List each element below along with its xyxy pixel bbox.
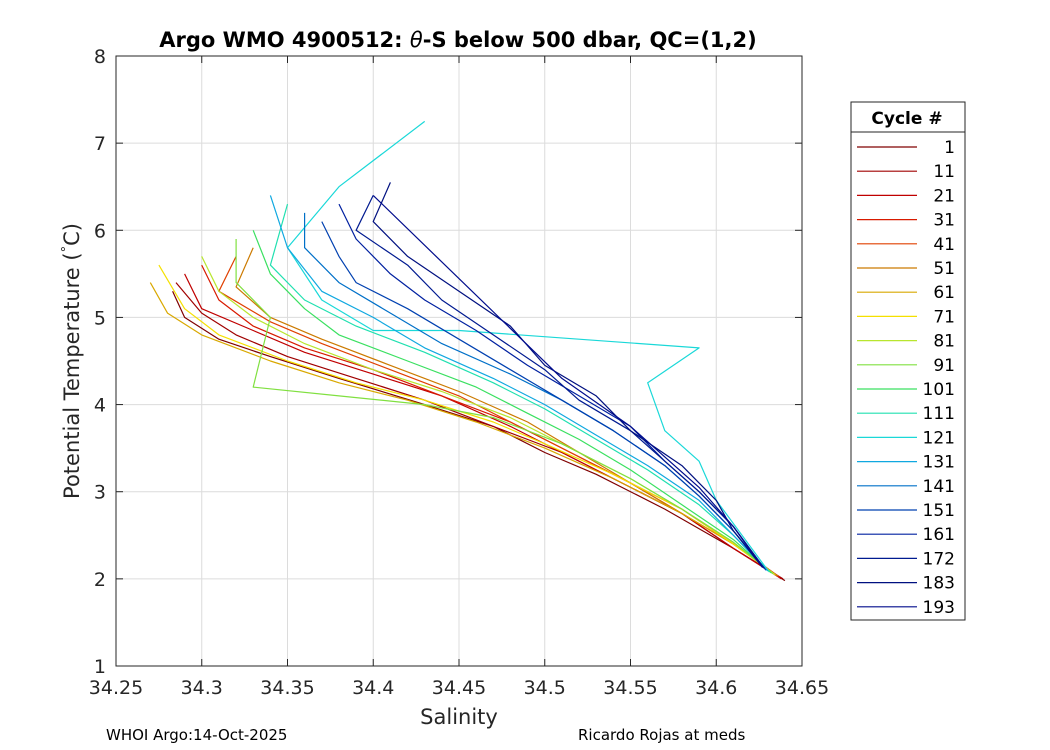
legend-label: 1 xyxy=(944,138,955,158)
axis-ticks: 34.25 34.3 34.35 34.4 34.45 34.5 34.55 34.6 34.6… xyxy=(89,46,829,699)
x-tick-label: 34.3 xyxy=(181,677,223,699)
legend-label: 41 xyxy=(933,235,955,255)
legend-label: 121 xyxy=(923,428,955,448)
series-line-cycle-151 xyxy=(321,221,767,571)
series-line-cycle-91 xyxy=(235,239,774,575)
legend-label: 101 xyxy=(923,380,955,400)
footer-source: WHOI Argo:14-Oct-2025 xyxy=(106,726,288,744)
series-line-cycle-183 xyxy=(372,182,764,568)
legend-label: 151 xyxy=(923,501,955,521)
y-tick-label: 8 xyxy=(94,46,106,68)
x-tick-label: 34.35 xyxy=(260,677,314,699)
legend-label: 91 xyxy=(933,356,955,376)
legend-label: 81 xyxy=(933,332,955,352)
legend: Cycle # 11121314151617181911011111211311… xyxy=(850,101,966,621)
x-tick-label: 34.5 xyxy=(524,677,566,699)
legend-label: 183 xyxy=(923,574,955,594)
y-tick-label: 1 xyxy=(94,656,106,678)
chart-title-suffix: -S below 500 dbar, QC=(1,2) xyxy=(423,28,757,52)
x-tick-label: 34.25 xyxy=(89,677,143,699)
series-line-cycle-121 xyxy=(286,120,769,571)
legend-label: 141 xyxy=(923,477,955,497)
legend-label: 51 xyxy=(933,259,955,279)
series-line-cycle-131 xyxy=(269,195,769,572)
legend-label: 131 xyxy=(923,453,955,473)
y-tick-label: 4 xyxy=(94,395,106,417)
legend-label: 11 xyxy=(933,162,955,182)
y-tick-label: 6 xyxy=(94,220,106,242)
y-tick-label: 2 xyxy=(94,569,106,591)
series-line-cycle-193 xyxy=(372,194,764,568)
legend-entries: 1112131415161718191101111121131141151161… xyxy=(857,138,955,618)
series-line-cycle-61 xyxy=(149,282,777,576)
chart-title: Argo WMO 4900512: θ-S below 500 dbar, QC… xyxy=(159,28,756,52)
chart-title-prefix: Argo WMO 4900512: xyxy=(159,28,410,52)
grid-lines xyxy=(116,56,802,666)
y-tick-label: 5 xyxy=(94,307,106,329)
y-tick-label: 7 xyxy=(94,133,106,155)
y-tick-label: 3 xyxy=(94,482,106,504)
legend-label: 193 xyxy=(923,598,955,618)
x-axis-label: Salinity xyxy=(420,705,498,729)
legend-label: 31 xyxy=(933,211,955,231)
x-tick-label: 34.6 xyxy=(695,677,737,699)
y-axis-label-suffix: C) xyxy=(60,223,84,246)
series-line-cycle-111 xyxy=(269,203,770,573)
series-line-cycle-1 xyxy=(172,291,786,582)
series-line-cycle-101 xyxy=(252,230,772,574)
series-line-cycle-21 xyxy=(184,273,782,580)
legend-label: 21 xyxy=(933,186,955,206)
legend-label: 71 xyxy=(933,307,955,327)
legend-title: Cycle # xyxy=(871,109,942,129)
y-axis-label: Potential Temperature (°C) xyxy=(60,223,84,499)
legend-label: 111 xyxy=(923,404,955,424)
x-tick-label: 34.45 xyxy=(432,677,486,699)
chart-title-theta: θ xyxy=(410,28,423,52)
legend-label: 61 xyxy=(933,283,955,303)
data-series xyxy=(149,120,786,582)
y-axis-label-prefix: Potential Temperature ( xyxy=(60,252,84,499)
x-tick-label: 34.55 xyxy=(603,677,657,699)
plot-area: 34.25 34.3 34.35 34.4 34.45 34.5 34.55 34.6 34.6… xyxy=(89,46,829,699)
legend-label: 161 xyxy=(923,525,955,545)
x-tick-label: 34.4 xyxy=(352,677,394,699)
footer-author: Ricardo Rojas at meds xyxy=(578,726,746,744)
y-axis-label-degree: ° xyxy=(60,246,75,253)
x-tick-label: 34.65 xyxy=(775,677,829,699)
legend-label: 172 xyxy=(923,549,955,569)
series-line-cycle-172 xyxy=(355,195,765,569)
